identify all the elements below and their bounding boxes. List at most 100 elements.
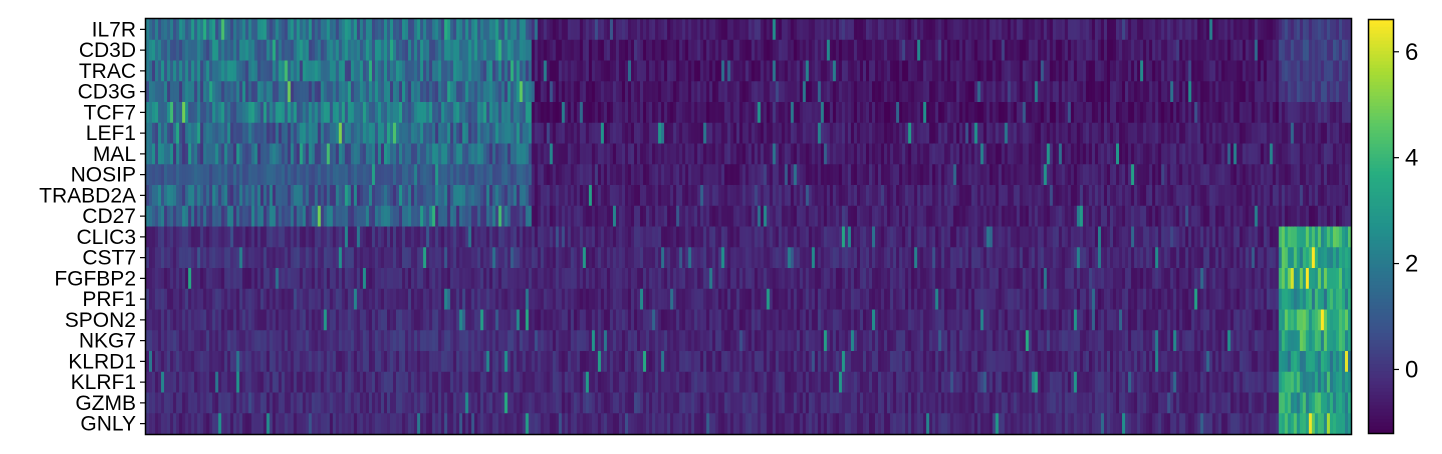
heatmap-cell xyxy=(212,102,216,124)
heatmap-cell xyxy=(287,288,291,310)
heatmap-cell xyxy=(459,60,463,82)
heatmap-cell xyxy=(474,205,478,227)
heatmap-cell xyxy=(869,185,873,207)
heatmap-cell xyxy=(573,413,578,435)
heatmap-cell xyxy=(808,351,813,373)
heatmap-cell xyxy=(637,143,641,165)
heatmap-cell xyxy=(471,39,475,61)
heatmap-cell xyxy=(805,330,810,352)
heatmap-cell xyxy=(634,19,638,41)
heatmap-cell xyxy=(341,19,346,41)
heatmap-cell xyxy=(875,247,879,269)
heatmap-cell xyxy=(896,185,900,207)
heatmap-cell xyxy=(408,164,412,186)
heatmap-cell xyxy=(742,247,746,269)
heatmap-cell xyxy=(579,330,584,352)
heatmap-cell xyxy=(820,81,825,103)
heatmap-cell xyxy=(856,60,861,82)
heatmap-cell xyxy=(655,309,659,331)
heatmap-cell xyxy=(314,60,319,82)
heatmap-cell xyxy=(149,122,153,144)
heatmap-cell xyxy=(700,413,704,435)
heatmap-cell xyxy=(531,102,536,124)
heatmap-cell xyxy=(552,330,557,352)
heatmap-cell xyxy=(847,122,852,144)
heatmap-cell xyxy=(155,205,159,227)
heatmap-cell xyxy=(844,330,849,352)
heatmap-cell xyxy=(474,60,478,82)
heatmap-cell xyxy=(655,39,659,61)
heatmap-cell xyxy=(290,392,295,414)
heatmap-cell xyxy=(706,185,710,207)
heatmap-cell xyxy=(332,164,337,186)
heatmap-cell xyxy=(667,81,671,103)
heatmap-cell xyxy=(230,309,234,331)
heatmap-cell xyxy=(510,39,514,61)
heatmap-cell xyxy=(356,413,361,435)
heatmap-cell xyxy=(543,185,548,207)
heatmap-cell xyxy=(179,392,183,414)
heatmap-cell xyxy=(498,330,502,352)
heatmap-cell xyxy=(516,122,520,144)
heatmap-cell xyxy=(323,330,328,352)
heatmap-cell xyxy=(429,81,433,103)
heatmap-cell xyxy=(465,371,469,393)
heatmap-cell xyxy=(498,351,502,373)
heatmap-cell xyxy=(739,81,743,103)
heatmap-cell xyxy=(796,413,801,435)
heatmap-cell xyxy=(862,351,867,373)
heatmap-cell xyxy=(730,143,734,165)
heatmap-cell xyxy=(269,371,273,393)
heatmap-cell xyxy=(579,226,584,248)
heatmap-cell xyxy=(522,122,526,144)
heatmap-cell xyxy=(676,81,680,103)
heatmap-cell xyxy=(257,371,261,393)
heatmap-cell xyxy=(320,288,325,310)
heatmap-cell xyxy=(594,309,599,331)
heatmap-cell xyxy=(841,226,846,248)
heatmap-cell xyxy=(320,330,325,352)
heatmap-cell xyxy=(884,247,888,269)
heatmap-cell xyxy=(173,392,177,414)
heatmap-cell xyxy=(814,39,819,61)
heatmap-cell xyxy=(245,330,249,352)
heatmap-cell xyxy=(459,351,463,373)
heatmap-cell xyxy=(628,122,632,144)
heatmap-cell xyxy=(757,371,761,393)
heatmap-cell xyxy=(878,81,882,103)
heatmap-cell xyxy=(344,122,349,144)
heatmap-cell xyxy=(603,413,608,435)
heatmap-cell xyxy=(495,413,499,435)
heatmap-cell xyxy=(296,371,301,393)
heatmap-cell xyxy=(637,392,641,414)
heatmap-cell xyxy=(182,268,186,290)
heatmap-cell xyxy=(618,205,623,227)
heatmap-cell xyxy=(215,392,219,414)
heatmap-cell xyxy=(468,102,472,124)
heatmap-cell xyxy=(784,164,789,186)
heatmap-cell xyxy=(615,143,620,165)
heatmap-cell xyxy=(763,226,767,248)
heatmap-cell xyxy=(257,39,261,61)
heatmap-cell xyxy=(628,392,632,414)
heatmap-cell xyxy=(278,205,282,227)
heatmap-cell xyxy=(697,288,701,310)
heatmap-cell xyxy=(856,351,861,373)
heatmap-cell xyxy=(643,371,647,393)
heatmap-cell xyxy=(820,268,825,290)
heatmap-cell xyxy=(606,330,611,352)
heatmap-cell xyxy=(212,164,216,186)
heatmap-cell xyxy=(486,60,490,82)
heatmap-cell xyxy=(576,81,581,103)
heatmap-cell xyxy=(844,205,849,227)
heatmap-cell xyxy=(612,392,617,414)
heatmap-cell xyxy=(272,309,276,331)
heatmap-cell xyxy=(152,164,156,186)
heatmap-cell xyxy=(227,309,231,331)
heatmap-cell xyxy=(796,185,801,207)
heatmap-cell xyxy=(396,226,400,248)
heatmap-cell xyxy=(344,39,349,61)
heatmap-cell xyxy=(468,143,472,165)
heatmap-cell xyxy=(399,330,403,352)
heatmap-cell xyxy=(450,371,454,393)
